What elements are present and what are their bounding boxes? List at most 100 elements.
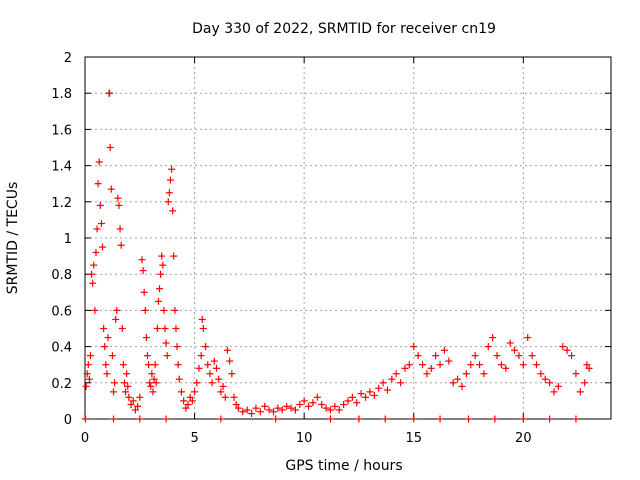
data-point (335, 406, 343, 414)
data-point (427, 364, 435, 372)
x-tick-labels: 0 5 10 15 20 (81, 431, 532, 446)
data-point (163, 352, 171, 360)
data-point (554, 382, 562, 390)
data-point (159, 261, 167, 269)
data-point (471, 352, 479, 360)
data-point (300, 397, 308, 405)
data-point (506, 339, 514, 347)
data-point (162, 415, 170, 423)
data-point (161, 325, 169, 332)
data-point (173, 343, 181, 351)
data-point (326, 415, 334, 423)
data-point (344, 397, 352, 405)
data-point (92, 248, 100, 256)
data-point (86, 352, 94, 360)
data-point (252, 404, 260, 412)
data-point (546, 379, 554, 387)
data-point (269, 408, 277, 416)
data-point (283, 402, 291, 410)
y-tick-label: 2 (64, 51, 72, 66)
data-point (221, 393, 229, 401)
data-point (162, 339, 170, 347)
data-point (449, 379, 457, 387)
data-point (158, 252, 166, 260)
data-point (410, 343, 418, 351)
data-point (114, 194, 122, 202)
x-tick-label: 20 (515, 431, 532, 446)
data-point (182, 404, 190, 412)
data-point (493, 352, 501, 360)
data-point (291, 406, 299, 414)
data-point (491, 415, 499, 423)
data-point (230, 393, 238, 401)
data-point (272, 415, 280, 423)
data-point (383, 386, 391, 394)
data-point (423, 370, 431, 378)
data-point (217, 415, 225, 423)
data-point (84, 361, 92, 369)
data-point (261, 402, 269, 410)
data-point (125, 393, 133, 401)
data-point (145, 361, 153, 369)
data-point (169, 207, 177, 215)
data-point (497, 361, 505, 369)
data-point (147, 382, 155, 390)
data-point (104, 334, 112, 342)
data-point (89, 279, 97, 287)
data-point (164, 198, 172, 206)
data-point (318, 401, 326, 409)
data-point (118, 325, 126, 332)
data-point (210, 357, 218, 365)
data-point (519, 361, 527, 369)
data-point (115, 201, 123, 209)
data-point (213, 364, 220, 372)
data-point (585, 364, 593, 372)
y-tick-label: 1.2 (51, 196, 72, 211)
data-point (204, 361, 212, 369)
y-tick-label: 0 (64, 413, 72, 428)
y-tick-label: 1.4 (51, 160, 72, 175)
data-point (278, 406, 286, 414)
data-point (95, 158, 103, 166)
data-points (81, 89, 593, 423)
data-point (436, 361, 444, 369)
data-point (109, 388, 117, 396)
data-point (199, 325, 207, 332)
data-point (142, 334, 150, 342)
data-point (440, 346, 448, 354)
data-point (100, 325, 108, 332)
data-point (340, 401, 348, 409)
data-point (112, 315, 120, 323)
data-point (85, 375, 93, 383)
y-tick-label: 0.6 (51, 304, 72, 319)
data-point (484, 343, 492, 351)
data-point (122, 388, 130, 396)
data-point (348, 393, 356, 401)
data-point (103, 370, 111, 378)
data-point (117, 241, 125, 249)
data-point (156, 285, 164, 293)
data-point (168, 165, 176, 173)
data-point (108, 352, 116, 360)
data-point (563, 346, 571, 354)
data-point (226, 357, 234, 365)
data-point (91, 306, 99, 314)
data-point (322, 404, 330, 412)
data-point (206, 370, 214, 378)
data-point (502, 364, 510, 372)
data-point (366, 388, 374, 396)
y-tick-label: 0.4 (51, 341, 72, 356)
data-point (111, 379, 119, 387)
data-point (193, 379, 201, 387)
data-point (81, 415, 89, 423)
data-point (511, 346, 519, 354)
data-point (148, 370, 156, 378)
gridlines (85, 57, 611, 419)
data-point (146, 379, 154, 387)
data-point (462, 370, 470, 378)
x-tick-label: 0 (81, 431, 89, 446)
data-point (124, 382, 132, 390)
data-point (405, 361, 413, 369)
data-point (467, 361, 475, 369)
x-tick-label: 10 (296, 431, 313, 446)
